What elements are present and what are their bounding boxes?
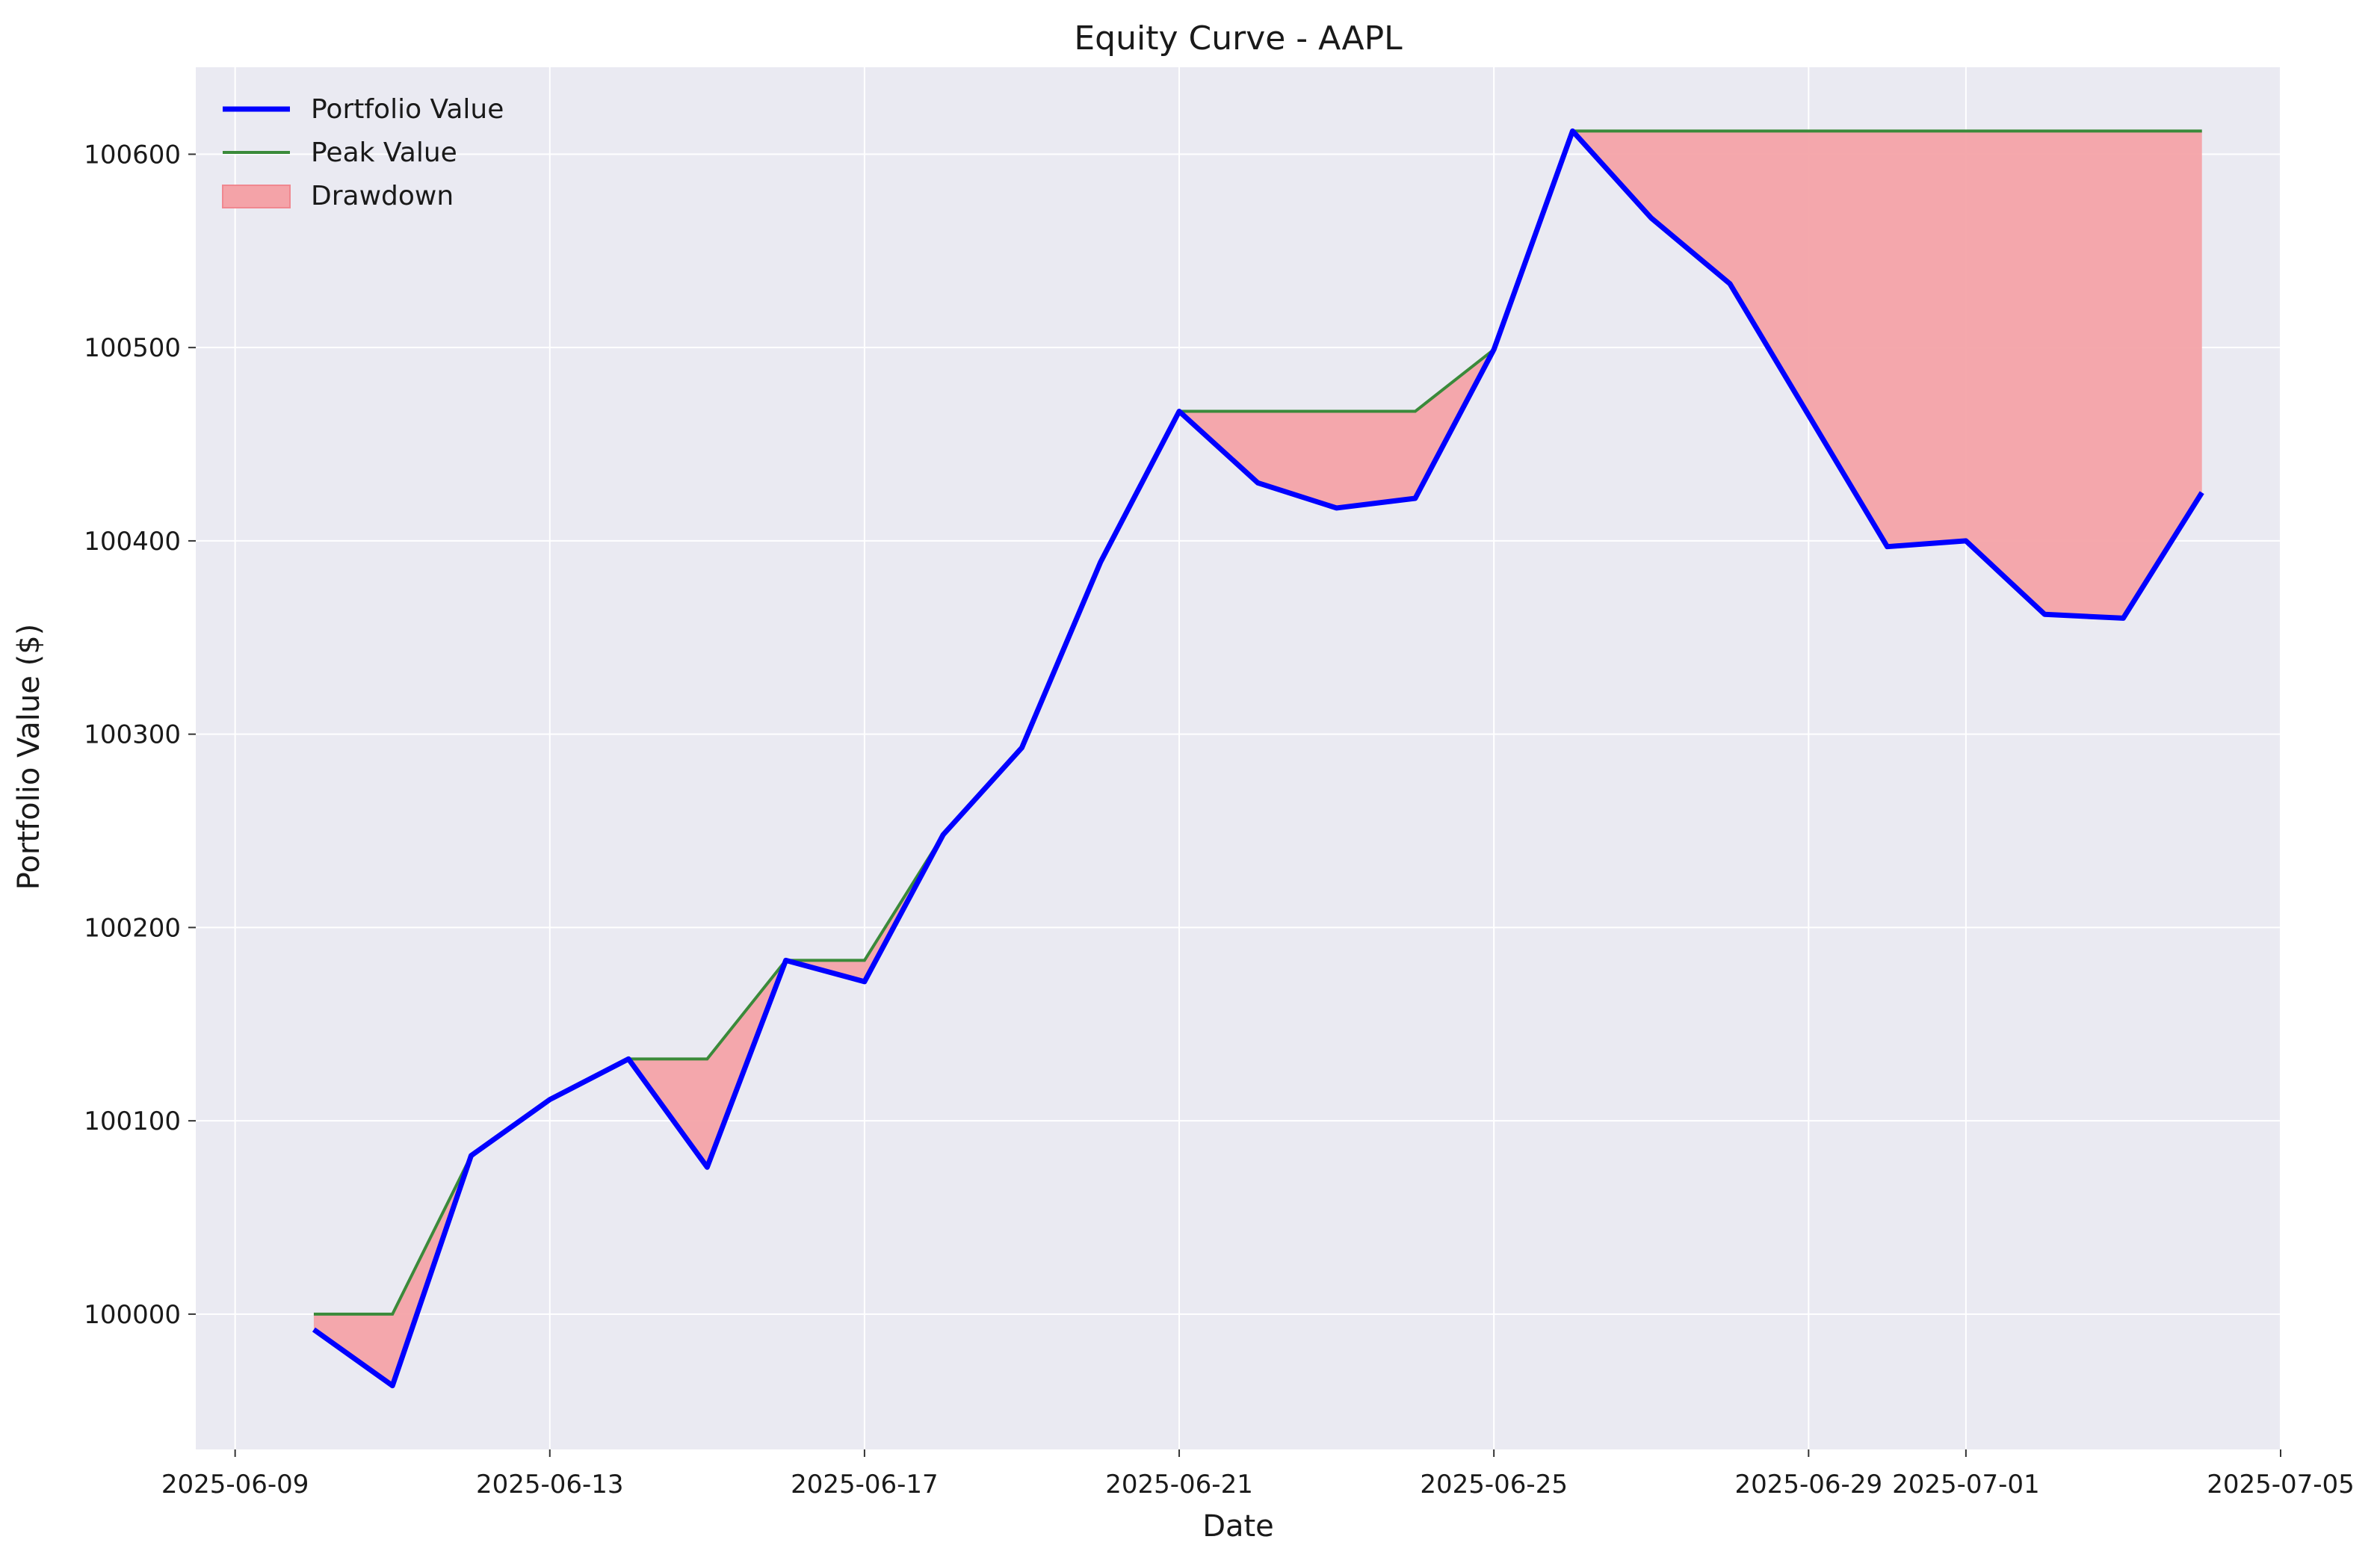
x-axis-ticks: 2025-06-09 2025-06-13 2025-06-17 2025-06-21… <box>161 1449 2355 1500</box>
y-tick-label: 100600 <box>84 140 181 170</box>
x-tick-label: 2025-06-25 <box>1420 1470 1568 1500</box>
legend-label-portfolio-value: Portfolio Value <box>311 94 504 125</box>
y-axis-label: Portfolio Value ($) <box>12 624 46 890</box>
legend-label-drawdown: Drawdown <box>311 181 454 211</box>
legend-swatch-drawdown <box>222 185 291 208</box>
legend-label-peak-value: Peak Value <box>311 137 457 168</box>
x-tick-label: 2025-06-13 <box>476 1470 624 1500</box>
x-axis-label: Date <box>1202 1509 1274 1544</box>
y-tick-label: 100300 <box>84 720 181 750</box>
y-tick-label: 100500 <box>84 333 181 363</box>
y-tick-label: 100000 <box>84 1300 181 1330</box>
y-tick-label: 100400 <box>84 527 181 557</box>
legend: Portfolio Value Peak Value Drawdown <box>222 94 504 211</box>
x-tick-label: 2025-07-01 <box>1892 1470 2040 1500</box>
grid-lines <box>196 67 2281 1449</box>
x-tick-label: 2025-06-17 <box>791 1470 939 1500</box>
chart-title: Equity Curve - AAPL <box>1074 19 1403 58</box>
drawdown-area <box>313 131 2202 1386</box>
x-tick-label: 2025-07-05 <box>2207 1470 2355 1500</box>
y-axis-ticks: 100000 100100 100200 100300 100400 100500 1006… <box>84 140 196 1330</box>
y-tick-label: 100100 <box>84 1107 181 1136</box>
x-tick-label: 2025-06-09 <box>161 1470 309 1500</box>
x-tick-label: 2025-06-21 <box>1105 1470 1253 1500</box>
x-tick-label: 2025-06-29 <box>1735 1470 1883 1500</box>
portfolio-value-line <box>312 128 2204 1389</box>
y-tick-label: 100200 <box>84 913 181 943</box>
